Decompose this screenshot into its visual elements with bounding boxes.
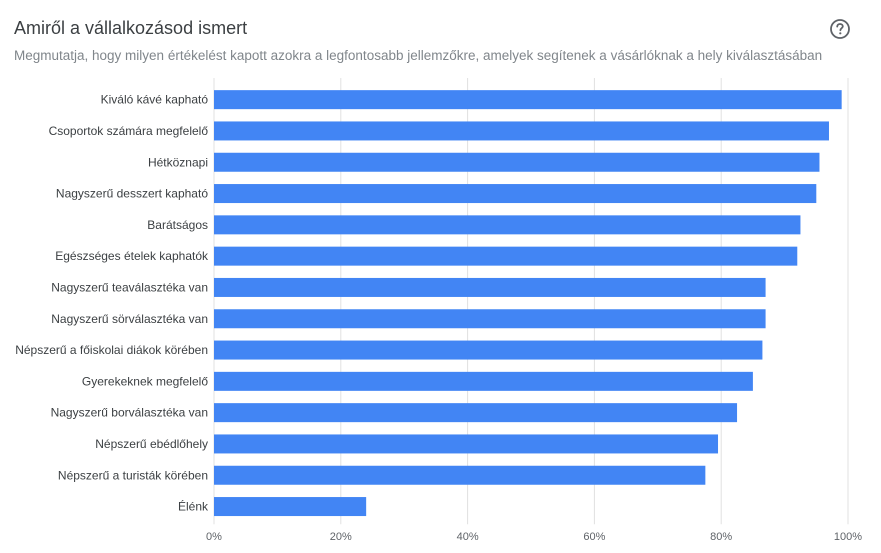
x-tick-label: 60% <box>583 531 605 543</box>
bar[interactable] <box>214 90 842 110</box>
bar[interactable] <box>214 121 829 141</box>
category-label: Csoportok számára megfelelő <box>49 124 209 138</box>
bar[interactable] <box>214 215 801 235</box>
category-label: Nagyszerű sörválasztéka van <box>51 312 208 326</box>
bar[interactable] <box>214 309 766 329</box>
category-label: Népszerű a turisták körében <box>58 468 208 482</box>
category-label: Nagyszerű teaválasztéka van <box>51 280 208 294</box>
chart-title: Amiről a vállalkozásod ismert <box>14 18 248 38</box>
bar-chart: Kiváló kávé kapható Csoportok számára meg… <box>15 78 862 543</box>
bar[interactable] <box>214 403 738 423</box>
bar[interactable] <box>214 152 820 172</box>
category-label: Barátságos <box>147 218 208 232</box>
x-tick-label: 80% <box>710 531 732 543</box>
category-label: Kiváló kávé kapható <box>101 93 209 107</box>
bar[interactable] <box>214 465 706 485</box>
category-label: Hétköznapi <box>148 155 208 169</box>
bar[interactable] <box>214 371 753 391</box>
chart-subtitle: Megmutatja, hogy milyen értékelést kapot… <box>14 48 823 63</box>
bar[interactable] <box>214 246 798 266</box>
x-tick-label: 40% <box>457 531 479 543</box>
category-label: Gyerekeknek megfelelő <box>82 374 208 388</box>
x-tick-label: 100% <box>834 531 862 543</box>
category-label: Nagyszerű borválasztéka van <box>51 406 208 420</box>
bar[interactable] <box>214 277 766 297</box>
bar[interactable] <box>214 184 817 204</box>
x-tick-label: 20% <box>330 531 352 543</box>
bar[interactable] <box>214 340 763 360</box>
category-label: Népszerű a főiskolai diákok körében <box>15 343 208 357</box>
category-label: Népszerű ebédlőhely <box>95 437 208 451</box>
category-label: Nagyszerű desszert kapható <box>56 187 208 201</box>
bar[interactable] <box>214 497 367 517</box>
x-tick-label: 0% <box>206 531 222 543</box>
category-label: Egészséges ételek kaphatók <box>55 249 209 263</box>
category-label: Élénk <box>178 499 209 514</box>
help-circle-icon[interactable] <box>829 18 851 40</box>
bar[interactable] <box>214 434 719 454</box>
